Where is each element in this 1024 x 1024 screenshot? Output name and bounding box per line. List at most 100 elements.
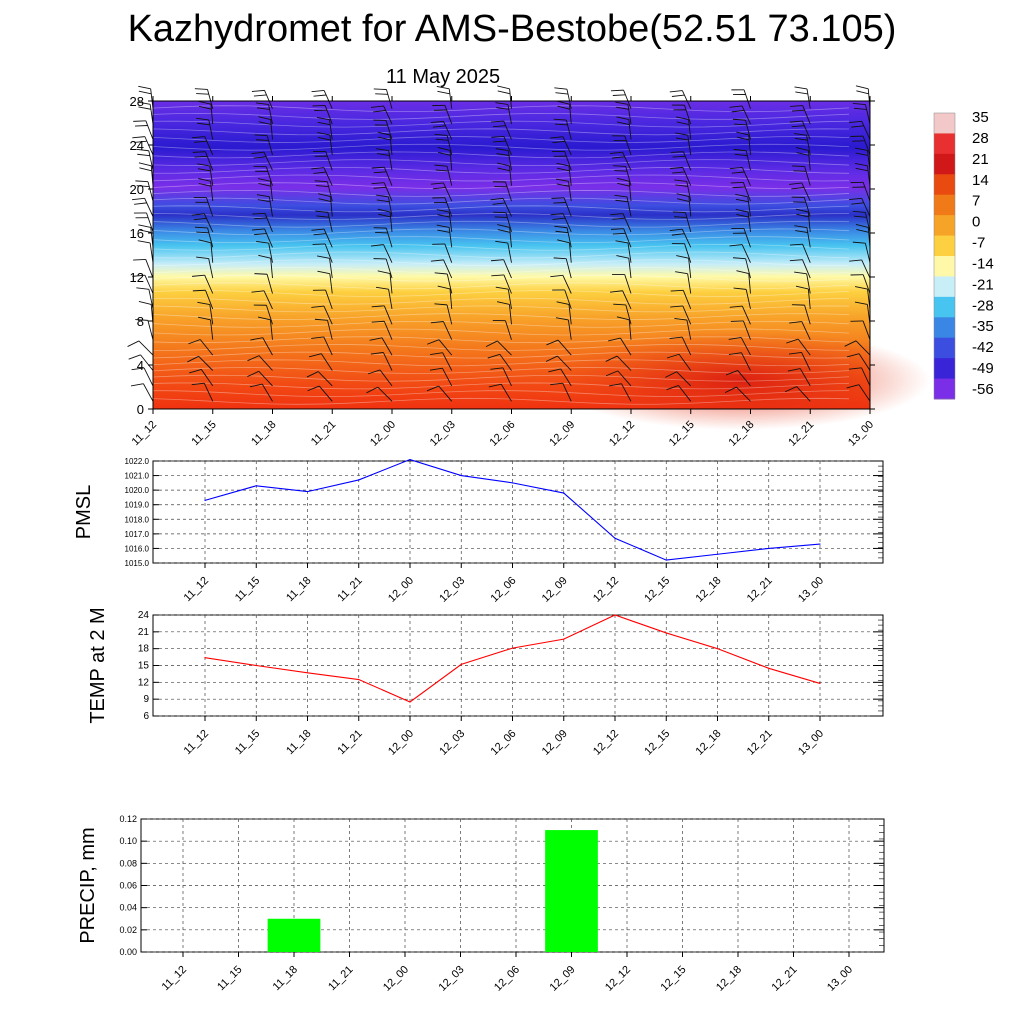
barb-staff bbox=[143, 367, 154, 387]
wind-barb bbox=[795, 147, 811, 171]
barb-feather bbox=[433, 201, 447, 204]
wind-barb bbox=[676, 255, 692, 279]
barb-staff bbox=[741, 244, 751, 263]
barb-staff bbox=[804, 166, 811, 186]
wind-barb bbox=[550, 213, 572, 233]
y-tick-label: 0.00 bbox=[119, 947, 137, 957]
barb-feather bbox=[490, 259, 504, 262]
barb-staff bbox=[503, 274, 512, 294]
barb-feather bbox=[733, 148, 747, 152]
wind-barb bbox=[437, 285, 453, 309]
barb-staff bbox=[448, 212, 453, 232]
barb-staff bbox=[203, 382, 214, 402]
barb-feather bbox=[674, 216, 687, 218]
barb-feather bbox=[309, 353, 322, 358]
barb-feather bbox=[551, 197, 565, 199]
barb-staff bbox=[497, 340, 512, 356]
barb-feather bbox=[429, 367, 443, 371]
y-tick-label: 12 bbox=[138, 677, 150, 688]
barb-staff bbox=[145, 120, 154, 140]
barb-staff bbox=[507, 104, 512, 125]
wind-barb bbox=[250, 337, 273, 356]
wind-barb bbox=[613, 165, 632, 186]
barb-staff bbox=[802, 259, 811, 279]
wind-barb bbox=[191, 213, 214, 233]
wind-barb bbox=[666, 353, 692, 371]
wind-barb bbox=[135, 180, 154, 202]
wind-barb bbox=[490, 197, 512, 217]
barb-feather bbox=[671, 94, 685, 97]
barb-feather bbox=[253, 233, 267, 236]
barb-feather bbox=[251, 151, 265, 155]
barb-feather bbox=[254, 134, 268, 137]
barb-feather bbox=[550, 136, 563, 139]
barb-feather bbox=[187, 355, 199, 363]
barb-staff bbox=[210, 319, 214, 340]
barb-staff bbox=[861, 198, 871, 217]
wind-barb bbox=[252, 212, 273, 233]
barb-staff bbox=[796, 386, 811, 402]
barb-staff bbox=[389, 134, 393, 155]
barb-staff bbox=[324, 105, 333, 125]
barb-staff bbox=[741, 167, 751, 186]
barb-feather bbox=[613, 140, 627, 142]
barb-feather bbox=[132, 197, 145, 201]
wind-barb bbox=[850, 135, 871, 156]
barb-staff bbox=[681, 228, 692, 248]
barb-feather bbox=[614, 170, 628, 172]
barb-staff bbox=[861, 259, 871, 279]
barb-feather bbox=[493, 140, 506, 143]
barb-staff bbox=[261, 383, 273, 402]
barb-staff bbox=[264, 90, 273, 109]
data-point bbox=[255, 664, 257, 667]
barb-staff bbox=[568, 165, 572, 186]
barb-staff bbox=[625, 304, 632, 325]
contour-line bbox=[152, 259, 850, 267]
barb-feather bbox=[788, 352, 802, 355]
barb-staff bbox=[381, 337, 393, 356]
x-tick-label: 11_21 bbox=[335, 575, 365, 605]
x-tick-label: 12_09 bbox=[540, 728, 570, 758]
barb-feather bbox=[485, 340, 498, 347]
x-tick-label: 12_15 bbox=[642, 575, 672, 605]
barb-staff bbox=[864, 243, 871, 263]
wind-barb bbox=[492, 181, 512, 202]
barb-staff bbox=[446, 273, 453, 294]
barb-feather bbox=[732, 232, 746, 234]
barb-feather bbox=[497, 224, 510, 228]
colorbar-swatch bbox=[934, 194, 955, 216]
wind-barb bbox=[790, 105, 811, 125]
barb-staff bbox=[329, 273, 333, 294]
barb-feather bbox=[794, 137, 808, 141]
y-tick-label: 16 bbox=[130, 226, 144, 241]
wind-barb bbox=[429, 367, 453, 387]
barb-feather bbox=[434, 272, 448, 275]
precip-bar bbox=[267, 918, 321, 952]
barb-feather bbox=[725, 370, 738, 376]
wind-barb bbox=[197, 163, 214, 186]
barb-feather bbox=[844, 340, 857, 347]
barb-feather bbox=[136, 185, 150, 188]
barb-feather bbox=[437, 214, 450, 218]
wind-barb bbox=[196, 256, 214, 279]
wind-barb bbox=[437, 146, 453, 171]
wind-barb bbox=[670, 166, 692, 186]
wind-barb bbox=[371, 305, 393, 325]
barb-feather bbox=[136, 287, 149, 290]
barb-staff bbox=[446, 135, 453, 156]
barb-feather bbox=[556, 301, 570, 305]
data-point bbox=[614, 537, 616, 539]
x-tick-label: 11_15 bbox=[233, 575, 263, 605]
colorbar-swatch bbox=[934, 133, 955, 155]
wind-barb bbox=[674, 179, 692, 202]
y-tick-label: 24 bbox=[130, 138, 144, 153]
barb-staff bbox=[507, 289, 512, 309]
barb-staff bbox=[265, 166, 273, 186]
barb-feather bbox=[731, 89, 745, 91]
data-point bbox=[563, 492, 565, 494]
barb-staff bbox=[327, 320, 333, 340]
barb-feather bbox=[491, 274, 504, 277]
barb-staff bbox=[685, 212, 692, 233]
barb-feather bbox=[497, 85, 510, 90]
wind-barbs bbox=[127, 85, 871, 402]
